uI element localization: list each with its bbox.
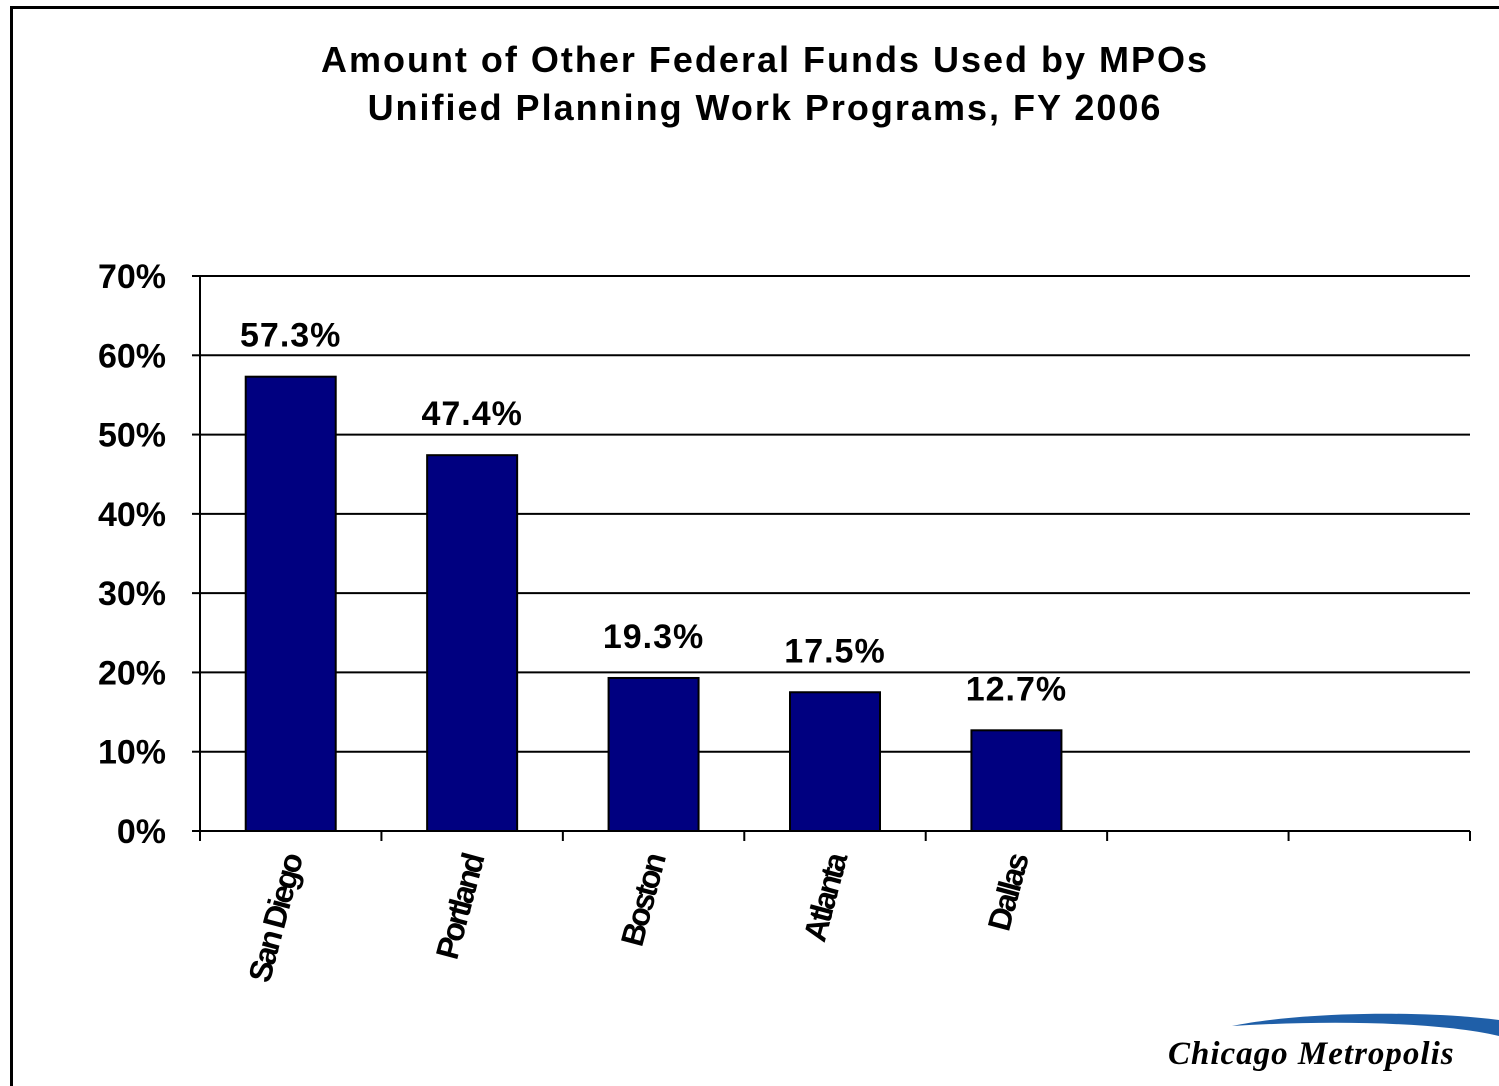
y-tick-label: 0%	[117, 813, 166, 851]
y-tick-label: 30%	[98, 575, 166, 613]
bar-dallas	[971, 730, 1061, 831]
category-label: Boston	[614, 850, 673, 950]
bar-san-diego	[246, 377, 336, 831]
logo-text: Chicago Metropolis	[1168, 1036, 1455, 1073]
category-label: Atlanta	[796, 848, 854, 945]
y-tick-label: 70%	[98, 258, 166, 296]
category-label: San Diego	[241, 849, 310, 986]
category-label: Portland	[429, 850, 492, 963]
data-label: 17.5%	[784, 632, 885, 670]
data-label: 57.3%	[240, 317, 341, 355]
data-label: 12.7%	[966, 670, 1067, 708]
bar-atlanta	[790, 692, 880, 831]
bar-boston	[609, 678, 699, 831]
y-tick-label: 50%	[98, 417, 166, 455]
y-tick-label: 40%	[98, 496, 166, 534]
data-label: 19.3%	[603, 618, 704, 656]
data-label: 47.4%	[421, 395, 522, 433]
y-tick-label: 20%	[98, 654, 166, 692]
y-tick-label: 10%	[98, 734, 166, 772]
category-label: Dallas	[981, 849, 1036, 934]
y-tick-label: 60%	[98, 337, 166, 375]
bar-portland	[427, 455, 517, 831]
